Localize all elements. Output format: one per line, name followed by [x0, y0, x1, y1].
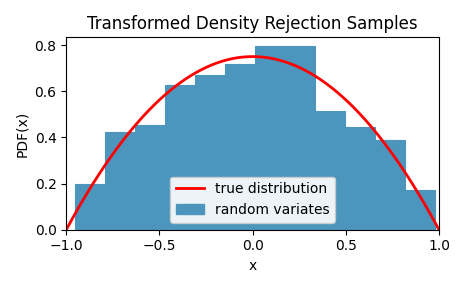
true distribution [436, 228, 442, 232]
Bar [225, 64, 255, 230]
Line: true distribution: true distribution [66, 56, 439, 230]
true distribution [428, 213, 433, 217]
Legend: true distribution, random variates: true distribution, random variates [170, 177, 335, 223]
true distribution [250, 55, 255, 58]
Bar [405, 190, 435, 230]
Bar [135, 125, 165, 230]
X-axis label: x: x [248, 259, 257, 273]
Bar [165, 85, 195, 230]
true distribution [240, 55, 246, 59]
Bar [315, 111, 345, 230]
Bar [255, 46, 285, 230]
true distribution [64, 228, 69, 232]
Title: Transformed Density Rejection Samples: Transformed Density Rejection Samples [87, 15, 418, 33]
Bar [75, 184, 105, 230]
true distribution [266, 56, 272, 60]
Bar [375, 140, 405, 230]
Bar [105, 132, 135, 230]
true distribution [243, 55, 248, 58]
true distribution [286, 61, 292, 65]
true distribution [370, 126, 375, 130]
Bar [195, 75, 225, 230]
Bar [285, 46, 315, 230]
Y-axis label: PDF(x): PDF(x) [15, 110, 29, 157]
Bar [345, 127, 375, 230]
